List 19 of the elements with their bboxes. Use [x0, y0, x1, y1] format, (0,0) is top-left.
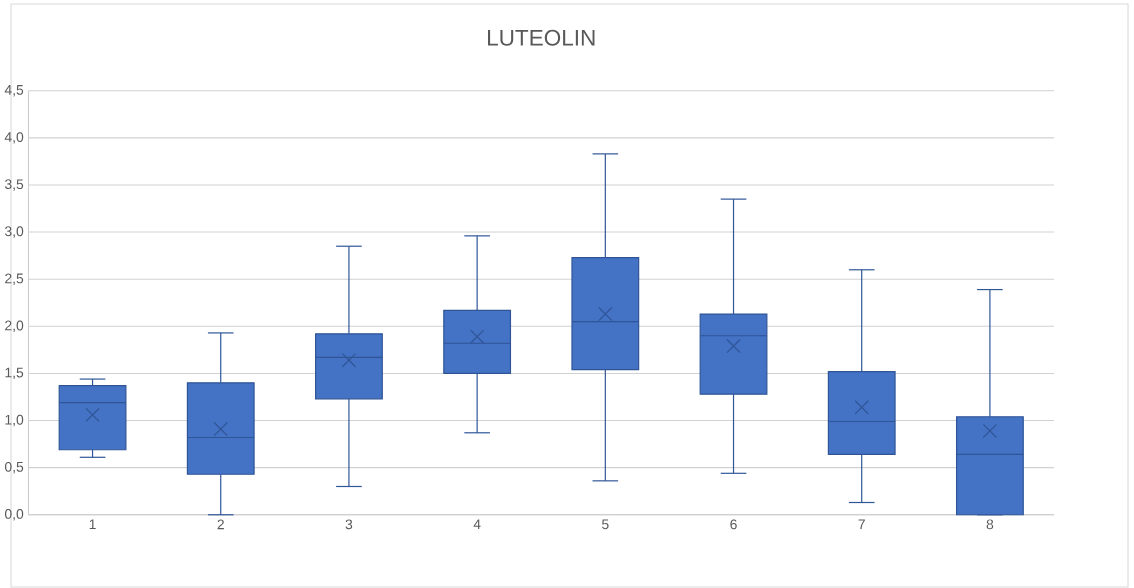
y-tick-label: 1,5: [5, 367, 24, 379]
y-tick-label: 1,0: [5, 414, 24, 427]
x-tick-label: 1: [89, 519, 96, 529]
x-tick-label: 5: [602, 519, 609, 530]
y-tick-label: 4,5: [4, 84, 24, 97]
x-tick-label: 4: [473, 519, 481, 529]
x-tick-label: 2: [217, 519, 224, 530]
y-tick-label: 3,0: [4, 226, 24, 238]
y-tick-label: 2,0: [5, 320, 24, 332]
x-tick-label: 3: [345, 519, 353, 530]
y-tick-label: 3,5: [4, 179, 24, 191]
x-tick-label: 7: [858, 519, 865, 529]
x-tick-label: 8: [986, 519, 994, 530]
x-tick-label: 6: [730, 519, 737, 530]
y-tick-label: 0,0: [4, 508, 24, 521]
y-tick-label: 4,0: [4, 131, 24, 144]
y-tick-label: 0,5: [4, 461, 24, 474]
y-tick-label: 2,5: [5, 273, 24, 285]
chart-title: LUTEOLIN: [488, 29, 595, 46]
